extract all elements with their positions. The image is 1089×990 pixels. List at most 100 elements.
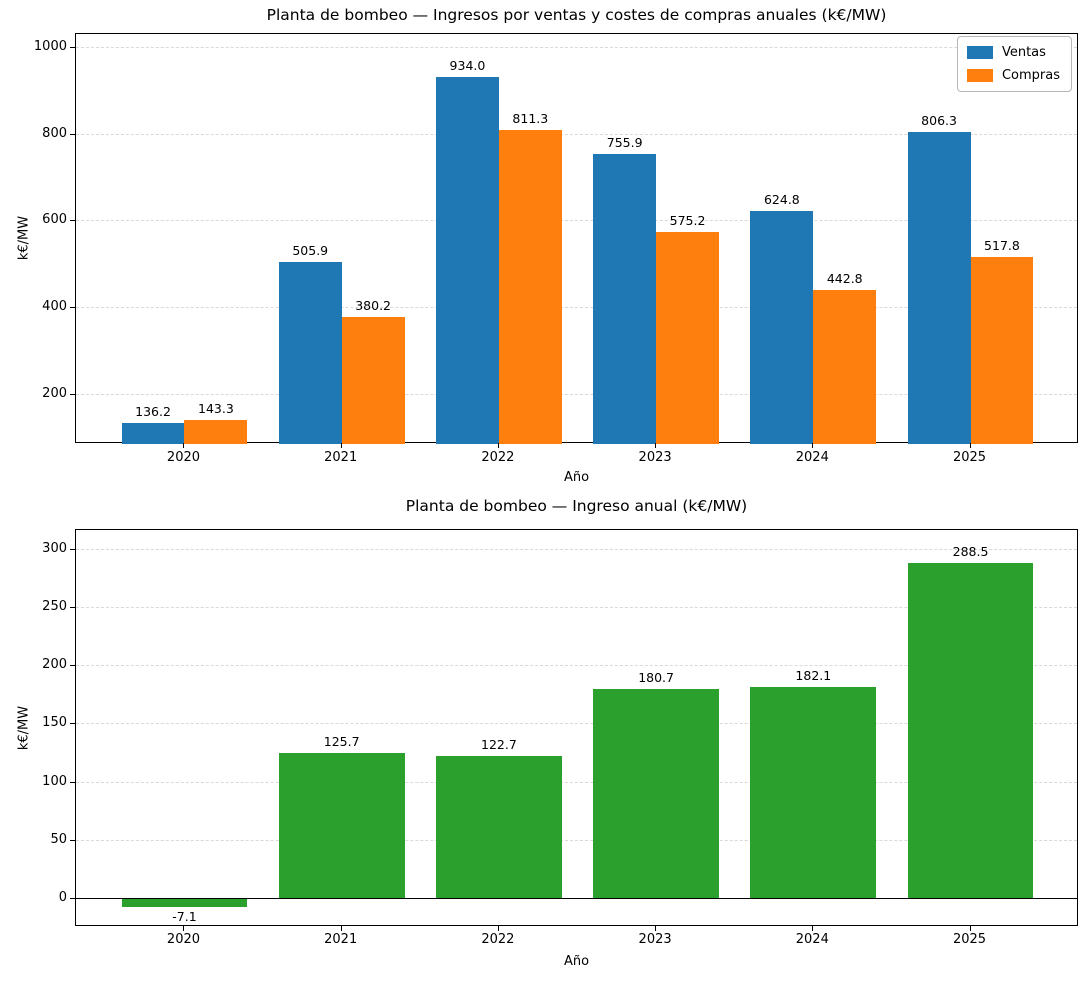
y-tick-100: 100 xyxy=(42,773,67,789)
gridline xyxy=(76,220,1077,222)
y-tick-mark xyxy=(70,393,75,395)
y-tick-150: 150 xyxy=(42,715,67,731)
value-label-ventas-2022: 934.0 xyxy=(449,57,486,73)
bar-compras-2024 xyxy=(813,289,877,444)
legend-label-ventas: Ventas xyxy=(1001,45,1046,60)
y-tick-200: 200 xyxy=(42,657,67,673)
chart-title: Planta de bombeo — Ingresos por ventas y… xyxy=(266,6,887,24)
value-label-ingreso-2025: 288.5 xyxy=(952,544,989,560)
x-tick-2024: 2024 xyxy=(795,932,829,947)
legend-item-compras: Compras xyxy=(966,68,1060,83)
y-tick-mark xyxy=(70,607,75,608)
bar-compras-2022 xyxy=(498,129,562,444)
bar-ventas-2024 xyxy=(750,210,814,444)
value-label-ingreso-2020: -7.1 xyxy=(172,909,197,925)
x-axis-label: Año xyxy=(563,954,590,969)
bar-ingreso-2022 xyxy=(436,756,562,900)
bar-compras-2023 xyxy=(656,232,719,444)
y-axis-label: k€/MW xyxy=(16,705,32,750)
gridline xyxy=(76,723,1077,725)
y-tick-mark xyxy=(70,723,75,725)
x-tick-2025: 2025 xyxy=(952,932,987,947)
y-tick-50: 50 xyxy=(50,831,67,847)
x-tick-mark xyxy=(969,926,971,931)
value-label-compras-2023: 575.2 xyxy=(669,213,706,229)
x-tick-2025: 2025 xyxy=(952,450,987,465)
x-tick-2023: 2023 xyxy=(638,450,672,465)
legend-swatch-compras xyxy=(966,69,993,82)
x-tick-mark xyxy=(655,926,657,931)
y-tick-mark xyxy=(70,665,75,667)
y-tick-mark xyxy=(70,898,75,900)
gridline xyxy=(76,307,1077,309)
zero-line xyxy=(76,898,1077,900)
value-label-ingreso-2022: 122.7 xyxy=(480,737,517,753)
value-label-compras-2020: 143.3 xyxy=(198,400,234,416)
x-tick-mark xyxy=(969,443,971,448)
x-tick-2020: 2020 xyxy=(166,450,201,465)
bar-compras-2021 xyxy=(341,316,405,444)
x-tick-mark xyxy=(183,926,185,931)
gridline xyxy=(76,393,1077,395)
legend-item-ventas: Ventas xyxy=(966,45,1060,60)
y-tick-250: 250 xyxy=(42,599,67,614)
legend-swatch-ventas xyxy=(966,46,993,59)
bar-ventas-2020 xyxy=(121,422,185,444)
x-tick-2024: 2024 xyxy=(795,450,829,465)
y-tick-mark xyxy=(70,133,75,135)
bar-ventas-2022 xyxy=(436,76,499,444)
gridline xyxy=(76,839,1077,841)
x-tick-mark xyxy=(183,443,185,448)
x-tick-mark xyxy=(812,926,814,931)
x-tick-mark xyxy=(340,443,342,448)
value-label-ingreso-2023: 180.7 xyxy=(638,669,674,685)
value-label-ingreso-2021: 125.7 xyxy=(323,733,360,749)
x-tick-2023: 2023 xyxy=(638,932,672,947)
bar-compras-2020 xyxy=(184,419,248,444)
bar-ingreso-2021 xyxy=(278,752,405,900)
gridline xyxy=(76,607,1077,608)
y-tick-0: 0 xyxy=(58,890,67,906)
bar-ventas-2025 xyxy=(907,131,971,444)
y-tick-600: 600 xyxy=(42,212,67,228)
gridline xyxy=(76,665,1077,667)
value-label-ventas-2021: 505.9 xyxy=(292,243,329,259)
value-label-compras-2021: 380.2 xyxy=(355,297,392,313)
plot-area: 136.2 505.9 934.0 755.9 624.8 806.3 143.3 380.2… xyxy=(75,33,1078,444)
bar-ventas-2021 xyxy=(278,262,342,444)
x-tick-2022: 2022 xyxy=(481,932,515,947)
y-tick-mark xyxy=(70,46,75,48)
x-tick-mark xyxy=(655,443,657,448)
bar-ingreso-2025 xyxy=(907,563,1034,900)
y-tick-400: 400 xyxy=(42,299,67,315)
x-tick-mark xyxy=(497,926,499,931)
x-tick-mark xyxy=(340,926,342,931)
x-tick-2021: 2021 xyxy=(324,932,358,947)
x-tick-mark xyxy=(497,443,499,448)
plot-area: -7.1 125.7 122.7 180.7 182.1 288.5 xyxy=(75,529,1078,926)
value-label-ventas-2025: 806.3 xyxy=(921,112,957,128)
y-tick-mark xyxy=(70,220,75,222)
y-tick-mark xyxy=(70,839,75,841)
gridline xyxy=(76,46,1077,48)
legend: Ventas Compras xyxy=(956,36,1072,92)
value-label-ventas-2023: 755.9 xyxy=(606,134,643,150)
chart-title: Planta de bombeo — Ingreso anual (k€/MW) xyxy=(405,497,748,515)
bar-ingreso-2024 xyxy=(750,687,877,900)
gridline xyxy=(76,133,1077,135)
bar-compras-2025 xyxy=(970,257,1034,444)
gridline xyxy=(76,781,1077,783)
value-label-compras-2022: 811.3 xyxy=(512,110,549,126)
y-tick-300: 300 xyxy=(42,540,67,556)
gridline xyxy=(76,548,1077,550)
bar-ingreso-2023 xyxy=(593,688,719,900)
y-tick-200: 200 xyxy=(42,385,67,401)
legend-label-compras: Compras xyxy=(1001,68,1060,83)
y-tick-mark xyxy=(70,307,75,309)
x-tick-2020: 2020 xyxy=(166,932,201,947)
bar-ingreso-2020 xyxy=(121,899,248,908)
x-axis-label: Año xyxy=(563,470,590,485)
